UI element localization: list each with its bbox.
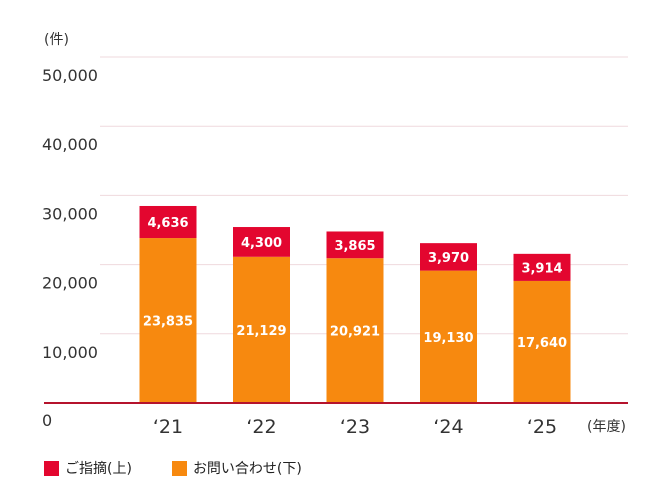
y-tick-label: 20,000	[42, 274, 98, 293]
data-label-toiawase: 17,640	[517, 336, 567, 351]
data-label-toiawase: 20,921	[330, 325, 380, 340]
bars: 23,835 4,636 21,129 4,300 20,921 3,865 19,130 3…	[139, 205, 571, 403]
y-tick-label: 0	[42, 411, 52, 430]
bar-toiawase	[420, 270, 477, 403]
bar-shiteki	[139, 205, 197, 239]
x-tick-label: ‘23	[340, 416, 370, 438]
legend-item-shiteki: ご指摘(上)	[44, 458, 132, 478]
bar-toiawase	[513, 280, 571, 403]
y-tick-label: 40,000	[42, 135, 98, 154]
data-label-shiteki: 4,636	[147, 216, 188, 231]
y-tick-label: 50,000	[42, 66, 98, 85]
bar-shiteki	[326, 231, 384, 259]
legend: ご指摘(上) お問い合わせ(下)	[44, 458, 302, 478]
bar-toiawase	[233, 256, 290, 403]
data-label-toiawase: 21,129	[236, 324, 286, 339]
x-tick-label: ‘21	[153, 416, 183, 438]
bar-toiawase	[139, 238, 197, 403]
data-label-toiawase: 23,835	[143, 315, 193, 330]
legend-label-shiteki: ご指摘(上)	[65, 461, 132, 477]
y-tick-label: 30,000	[42, 204, 98, 223]
bar-shiteki	[420, 243, 477, 271]
data-label-shiteki: 3,970	[428, 251, 469, 266]
x-tick-label: ‘24	[433, 416, 463, 438]
legend-label-toiawase: お問い合わせ(下)	[192, 461, 302, 477]
legend-swatch-toiawase	[171, 460, 187, 476]
bar-toiawase	[326, 258, 384, 403]
legend-swatch-shiteki	[44, 460, 59, 476]
y-axis-ticks: 0 10,000 20,000 30,000 40,000 50,000	[42, 66, 98, 430]
y-axis-unit: (件)	[44, 32, 69, 48]
bar-shiteki	[233, 227, 290, 257]
bar-shiteki	[513, 253, 571, 281]
data-label-shiteki: 3,865	[334, 239, 375, 254]
x-axis-ticks: ‘21 ‘22 ‘23 ‘24 ‘25	[153, 416, 557, 438]
y-tick-label: 10,000	[42, 343, 98, 362]
data-label-shiteki: 4,300	[241, 236, 282, 251]
data-label-toiawase: 19,130	[423, 331, 473, 346]
legend-item-toiawase: お問い合わせ(下)	[171, 458, 302, 478]
x-axis-unit: (年度)	[587, 419, 626, 435]
data-label-shiteki: 3,914	[521, 261, 562, 276]
x-tick-label: ‘25	[527, 416, 557, 438]
x-tick-label: ‘22	[246, 416, 276, 438]
